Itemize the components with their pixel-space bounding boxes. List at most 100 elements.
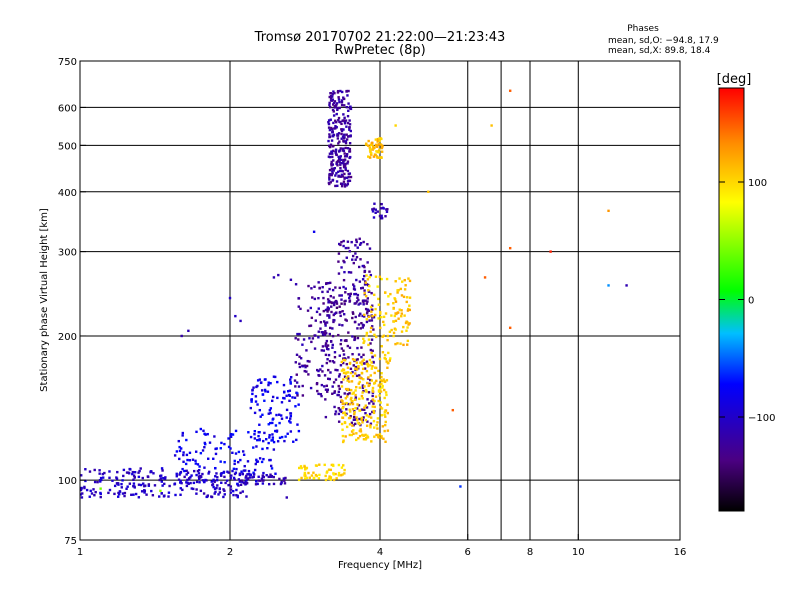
echo-point bbox=[374, 143, 378, 147]
echo-point bbox=[337, 132, 341, 135]
echo-point bbox=[322, 320, 326, 323]
echo-point bbox=[351, 392, 354, 395]
echo-point bbox=[367, 155, 370, 158]
echo-point bbox=[394, 280, 397, 283]
echo-point bbox=[269, 407, 273, 410]
echo-point bbox=[396, 289, 399, 292]
echo-point bbox=[334, 412, 337, 416]
echo-point bbox=[346, 344, 350, 348]
echo-point bbox=[181, 467, 184, 471]
echo-point bbox=[328, 332, 331, 336]
echo-point bbox=[319, 327, 322, 330]
echo-point bbox=[380, 372, 383, 375]
echo-point bbox=[320, 383, 324, 387]
echo-point bbox=[236, 460, 240, 464]
echo-point bbox=[350, 396, 353, 400]
echo-point bbox=[378, 214, 382, 218]
echo-point bbox=[125, 487, 128, 491]
echo-point bbox=[370, 310, 373, 313]
echo-point bbox=[346, 147, 350, 150]
echo-point bbox=[237, 478, 241, 481]
echo-point bbox=[88, 495, 91, 498]
echo-point bbox=[283, 439, 286, 443]
echo-point bbox=[199, 451, 203, 455]
echo-point bbox=[356, 327, 359, 330]
echo-point bbox=[363, 362, 366, 365]
echo-point bbox=[359, 312, 362, 315]
echo-point bbox=[396, 291, 399, 294]
echo-point bbox=[325, 332, 328, 335]
echo-point bbox=[120, 482, 123, 486]
echo-point bbox=[334, 368, 337, 372]
echo-point bbox=[359, 361, 362, 364]
echo-point bbox=[236, 482, 239, 486]
echo-point bbox=[271, 433, 274, 436]
echo-point bbox=[370, 316, 374, 319]
echo-point bbox=[354, 367, 357, 370]
echo-point bbox=[323, 374, 327, 377]
echo-point bbox=[324, 342, 328, 345]
echo-point bbox=[328, 475, 331, 478]
echo-point bbox=[292, 440, 295, 443]
echo-point bbox=[332, 149, 335, 153]
echo-point bbox=[296, 392, 299, 395]
echo-point bbox=[380, 216, 384, 220]
echo-point bbox=[269, 473, 272, 476]
echo-point bbox=[282, 396, 285, 400]
echo-point bbox=[301, 394, 305, 397]
echo-point bbox=[298, 362, 301, 366]
echo-point bbox=[361, 278, 365, 281]
echo-point bbox=[367, 338, 371, 341]
echo-point bbox=[89, 489, 92, 493]
echo-point bbox=[353, 358, 356, 362]
echo-point bbox=[326, 470, 329, 473]
echo-point bbox=[173, 454, 177, 457]
echo-point bbox=[386, 429, 390, 432]
echo-point bbox=[383, 353, 387, 357]
echo-point bbox=[360, 371, 364, 375]
echo-point bbox=[316, 389, 319, 393]
echo-point bbox=[288, 420, 291, 423]
echo-point bbox=[247, 469, 251, 473]
phase-stats-heading: Phases bbox=[627, 24, 659, 34]
grid-lines bbox=[80, 61, 680, 540]
echo-point bbox=[351, 402, 355, 406]
echo-point bbox=[252, 475, 255, 479]
echo-point bbox=[365, 302, 368, 305]
echo-point bbox=[251, 392, 254, 396]
echo-point bbox=[83, 486, 86, 490]
echo-point bbox=[333, 391, 336, 394]
echo-point bbox=[229, 488, 233, 491]
echo-point bbox=[329, 326, 332, 330]
echo-point bbox=[348, 299, 352, 302]
echo-point bbox=[385, 379, 389, 382]
echo-point bbox=[408, 322, 411, 325]
phase-stats-o: mean, sd,O: −94.8, 17.9 bbox=[608, 36, 719, 46]
echo-point bbox=[379, 207, 383, 210]
echo-point bbox=[207, 457, 210, 460]
echo-point bbox=[340, 122, 343, 126]
echo-point bbox=[268, 409, 272, 412]
echo-point bbox=[353, 411, 356, 414]
echo-point bbox=[196, 469, 200, 473]
echo-point bbox=[233, 459, 236, 463]
echo-point bbox=[324, 415, 328, 419]
echo-point bbox=[339, 339, 343, 342]
echo-point bbox=[183, 469, 186, 473]
echo-point bbox=[192, 487, 195, 491]
echo-point bbox=[310, 340, 313, 344]
echo-point bbox=[354, 258, 357, 261]
echo-point bbox=[372, 216, 376, 219]
echo-point bbox=[274, 472, 277, 475]
echo-point bbox=[340, 369, 344, 372]
echo-point bbox=[252, 386, 255, 389]
echo-point bbox=[381, 386, 384, 389]
echo-point bbox=[365, 381, 369, 385]
echo-point bbox=[222, 488, 225, 491]
echo-point bbox=[328, 178, 331, 181]
echo-point bbox=[336, 170, 340, 174]
chart-subtitle: RwPretec (8p) bbox=[334, 43, 425, 58]
echo-point bbox=[325, 361, 329, 365]
